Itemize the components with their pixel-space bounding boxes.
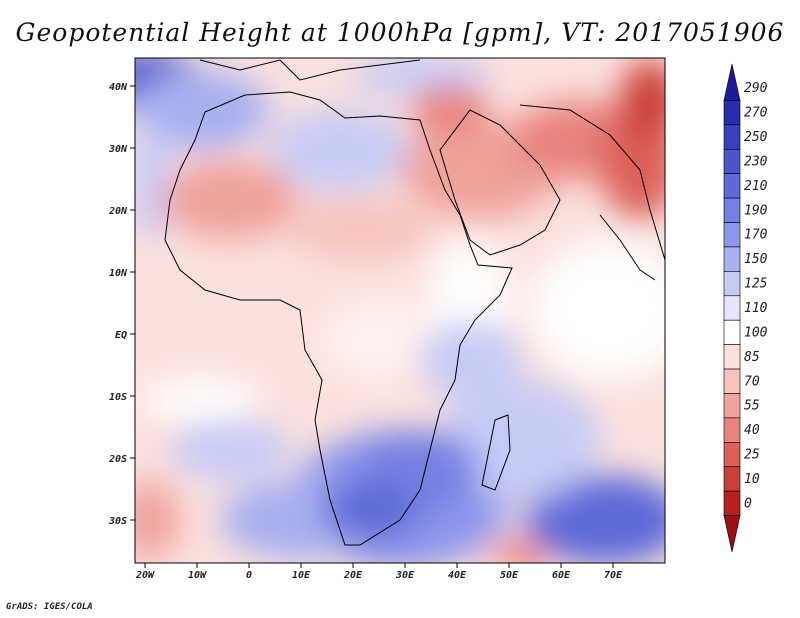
lon-tick-label: 60E <box>552 570 571 581</box>
colorbar-label: 10 <box>744 472 760 487</box>
colorbar-swatch <box>723 295 741 321</box>
colorbar-label: 270 <box>744 106 768 121</box>
colorbar-label: 40 <box>744 423 760 438</box>
colorbar-swatch <box>723 368 741 394</box>
colorbar-swatch <box>723 124 741 150</box>
lat-tick-label: 20S <box>108 454 127 465</box>
colorbar-label: 290 <box>744 81 768 96</box>
colorbar-label: 230 <box>744 154 768 169</box>
colorbar-label: 170 <box>744 228 768 243</box>
lat-tick-label: EQ <box>115 330 127 341</box>
colorbar-label: 110 <box>744 301 768 316</box>
colorbar-swatch <box>723 100 741 126</box>
longitude-axis: 20W 10W 0 10E 20E 30E 40E 50E 60E 70E <box>135 563 623 581</box>
coastlines <box>164 59 665 546</box>
colorbar-swatch <box>723 173 741 199</box>
europe-outline <box>199 59 421 81</box>
colorbar-label: 125 <box>744 277 768 292</box>
colorbar-swatch <box>723 197 741 223</box>
lat-tick-label: 40N <box>109 82 128 93</box>
arabia-outline <box>439 109 561 256</box>
africa-outline <box>164 91 513 546</box>
colorbar-swatch <box>723 417 741 443</box>
colorbar-swatch <box>723 63 741 101</box>
lon-tick-label: 20W <box>135 570 155 581</box>
colorbar-swatch <box>723 319 741 345</box>
lat-tick-label: 30N <box>108 144 128 155</box>
colorbar-swatch <box>723 344 741 370</box>
colorbar-label: 70 <box>744 374 760 389</box>
lon-tick-label: 0 <box>246 570 252 581</box>
colorbar-label: 190 <box>744 203 768 218</box>
lon-tick-label: 10W <box>188 570 207 581</box>
colorbar-label: 100 <box>744 325 768 340</box>
lat-tick-label: 10N <box>109 268 128 279</box>
lon-tick-label: 30E <box>395 570 415 581</box>
colorbar-swatch <box>723 515 741 553</box>
colorbar-label: 25 <box>744 448 760 463</box>
colorbar-swatch <box>723 466 741 492</box>
colorbar-swatch <box>723 271 741 297</box>
colorbar-swatch <box>723 222 741 248</box>
lon-tick-label: 50E <box>500 570 519 581</box>
colorbar-label: 85 <box>744 350 760 365</box>
lat-tick-label: 10S <box>109 392 127 403</box>
map-title: Geopotential Height at 1000hPa [gpm], VT… <box>15 18 785 47</box>
colorbar-swatch <box>723 490 741 516</box>
colorbar-label: 55 <box>744 399 760 414</box>
credit-text: GrADS: IGES/COLA <box>6 602 93 612</box>
colorbar-label: 250 <box>744 130 768 145</box>
colorbar-label: 0 <box>744 496 752 511</box>
colorbar-swatch <box>723 393 741 419</box>
lon-tick-label: 70E <box>604 570 623 581</box>
colorbar-swatch <box>723 442 741 468</box>
colorbar-label: 150 <box>744 252 768 267</box>
colorbar-swatch <box>723 246 741 272</box>
lon-tick-label: 20E <box>343 570 363 581</box>
asia-outline <box>519 104 665 281</box>
madagascar-outline <box>481 414 511 491</box>
colorbar-label: 210 <box>744 179 768 194</box>
lat-tick-label: 20N <box>108 206 128 217</box>
colorbar-swatch <box>723 148 741 174</box>
colorbar: 2902702502302101901701501251101008570554… <box>723 63 768 553</box>
map-frame <box>134 57 666 564</box>
latitude-axis: 40N 30N 20N 10N EQ 10S 20S 30S <box>108 82 135 527</box>
lon-tick-label: 40E <box>448 570 467 581</box>
lon-tick-label: 10E <box>292 570 311 581</box>
lat-tick-label: 30S <box>108 516 127 527</box>
height-field <box>135 58 665 563</box>
